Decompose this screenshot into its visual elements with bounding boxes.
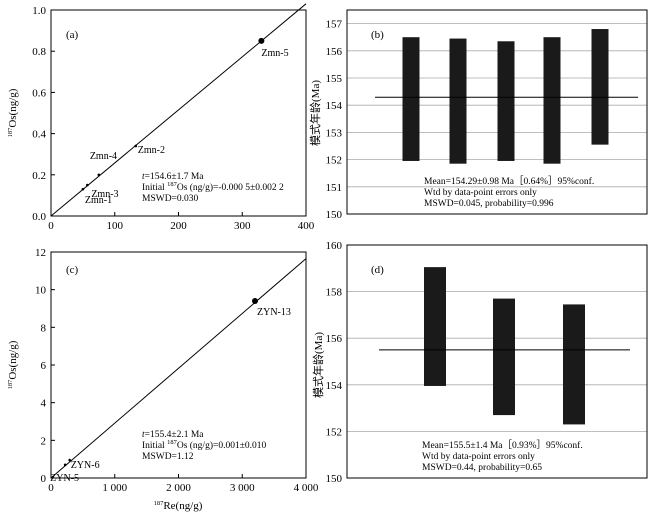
x-tick-label: 0 (48, 482, 54, 494)
point-label: Zmn-4 (90, 151, 117, 162)
data-point (68, 458, 71, 462)
point-label: Zmn-1 (85, 195, 112, 206)
stats-annotation: t=155.4±2.1 Ma (142, 430, 204, 440)
y-tick-label: 0.4 (32, 129, 46, 141)
stats-annotation: Wtd by data-point errors only (422, 452, 535, 462)
data-point (97, 173, 101, 177)
point-label: ZYN-5 (50, 473, 79, 484)
y-tick-label: 158 (326, 287, 343, 299)
error-bar (591, 29, 609, 145)
data-point (252, 297, 258, 304)
y-tick-label: 150 (326, 209, 343, 221)
y-tick-label: 151 (326, 182, 343, 194)
data-point (134, 144, 138, 148)
data-point (86, 183, 89, 187)
stats-annotation: MSWD=0.44, probability=0.65 (422, 463, 542, 473)
y-tick-label: 152 (326, 155, 343, 167)
x-tick-label: 3 000 (230, 482, 255, 494)
y-tick-label: 160 (326, 240, 343, 252)
point-label: Zmn-5 (261, 48, 288, 59)
stats-annotation: Initial 187Os (ng/g)=0.001±0.010 (142, 439, 267, 451)
x-tick-label: 100 (107, 220, 124, 232)
x-axis-label: 187Re(ng/g) (154, 500, 203, 512)
stats-annotation: MSWD=1.12 (142, 452, 194, 462)
x-tick-label: 0 (48, 220, 54, 232)
y-tick-label: 152 (326, 426, 343, 438)
error-bar (543, 37, 561, 164)
panel-label: (a) (66, 29, 79, 41)
plot-frame (346, 9, 648, 215)
x-tick-label: 200 (170, 220, 187, 232)
y-axis-label: 模式年龄(Ma) (308, 80, 322, 146)
y-tick-label: 156 (326, 46, 343, 58)
panel-c: 0 1 000 2 000 3 000 4 000 0 2 4 6 8 10 12 ZYN-5 ZYN-6… (7, 247, 319, 512)
y-tick-label: 156 (326, 333, 343, 345)
point-label: ZYN-13 (257, 307, 291, 318)
stats-annotation: MSWD=0.045, probability=0.996 (424, 199, 554, 209)
y-tick-label: 6 (41, 360, 47, 372)
error-bar (497, 41, 515, 161)
y-tick-label: 1.0 (32, 5, 46, 17)
panel-label: (b) (371, 29, 384, 41)
y-axis-label: 187Os(ng/g) (7, 88, 19, 137)
stats-annotation: MSWD=0.030 (142, 194, 199, 204)
y-tick-label: 2 (41, 435, 47, 447)
stats-annotation: Mean=155.5±1.4 Ma［0.93%］95%conf. (422, 440, 583, 451)
point-label: ZYN-6 (71, 460, 100, 471)
y-tick-label: 0.2 (32, 170, 46, 182)
panel-b: 150 151 152 153 154 155 156 157 (b) Mean=154.29±0… (308, 9, 648, 221)
y-tick-label: 150 (326, 473, 343, 485)
y-tick-label: 153 (326, 127, 343, 139)
y-tick-label: 12 (35, 247, 46, 259)
panel-label: (c) (66, 264, 79, 276)
panel-d: 150 152 154 156 158 160 (d) Mean=155.5±1.4 Ma［0… (311, 240, 648, 485)
y-tick-label: 154 (326, 100, 343, 112)
error-bar (563, 304, 585, 425)
y-axis-label: 187Os(ng/g) (7, 340, 19, 389)
data-point (63, 463, 67, 467)
y-axis-label: 模式年龄(Ma) (311, 332, 325, 398)
point-label: Zmn-2 (138, 145, 165, 156)
x-tick-label: 300 (234, 220, 251, 232)
plot-frame (346, 244, 648, 479)
stats-annotation: Mean=154.29±0.98 Ma［0.64%］95%conf. (424, 176, 594, 187)
y-tick-label: 155 (326, 73, 343, 85)
stats-annotation: Wtd by data-point errors only (424, 188, 537, 198)
x-tick-label: 2 000 (166, 482, 191, 494)
stats-annotation: t=154.6±1.7 Ma (142, 172, 204, 182)
y-tick-label: 4 (41, 398, 47, 410)
point-label: Zmn-3 (91, 189, 118, 200)
panel-a: 0 100 200 300 4000.00.20.40.60.81.0Zmn-1Zmn-… (7, 3, 315, 232)
y-tick-label: 157 (326, 19, 343, 31)
x-tick-label: 4 000 (294, 482, 319, 494)
y-tick-label: 0.0 (32, 211, 46, 223)
error-bar (493, 298, 515, 416)
y-tick-label: 0.8 (32, 46, 46, 58)
y-tick-label: 0.6 (32, 87, 46, 99)
error-bar (402, 37, 420, 161)
isochron-line (50, 258, 307, 479)
y-tick-label: 10 (35, 285, 47, 297)
data-point (258, 37, 265, 44)
stats-annotation: Initial 187Os (ng/g)=-0.000 5±0.002 2 (142, 181, 284, 193)
panel-label: (d) (371, 264, 384, 276)
error-bar (449, 38, 467, 164)
error-bar (424, 267, 446, 386)
x-tick-label: 400 (298, 220, 315, 232)
y-tick-label: 154 (326, 380, 343, 392)
y-tick-label: 8 (41, 322, 47, 334)
data-point (81, 187, 85, 191)
y-tick-label: 0 (41, 473, 47, 485)
x-tick-label: 1 000 (102, 482, 127, 494)
